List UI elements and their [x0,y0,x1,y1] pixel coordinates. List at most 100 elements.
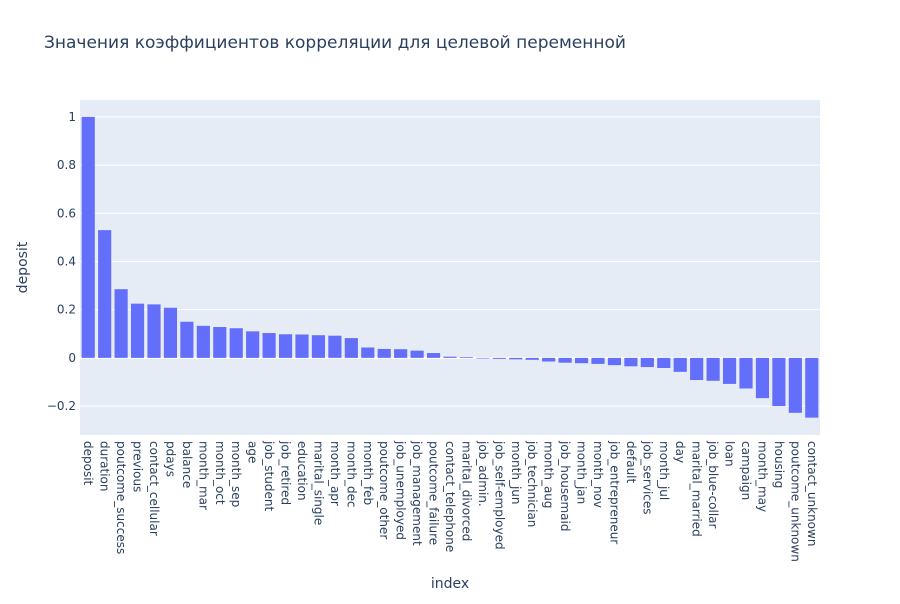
x-tick-label: poutcome_other [377,441,391,539]
x-tick-label: job_entrepreneur [607,440,621,544]
bar-month_sep[interactable] [229,328,243,358]
x-tick-label: deposit [81,441,95,486]
x-tick-label: job_blue-collar [706,440,720,529]
x-tick-label: marital_divorced [459,441,473,541]
bar-job_retired[interactable] [278,334,293,358]
x-tick-label: poutcome_unknown [788,441,802,562]
bar-job_student[interactable] [262,333,276,358]
bar-month_dec[interactable] [344,338,358,358]
bar-poutcome_unknown[interactable] [788,357,802,413]
bar-job_entrepreneur[interactable] [607,357,622,366]
x-tick-label: pdays [163,441,177,477]
bar-job_housemaid[interactable] [558,357,572,363]
x-tick-label: day [673,441,687,463]
bar-deposit[interactable] [81,116,95,358]
bar-loan[interactable] [722,357,737,384]
x-tick-labels: deposit duration poutcome_success previous c… [81,440,819,562]
bar-month_nov[interactable] [591,357,605,364]
bar-contact_cellular[interactable] [147,304,161,358]
bar-marital_single[interactable] [311,335,326,358]
x-tick-label: loan [723,441,737,467]
bar-poutcome_failure[interactable] [426,353,441,358]
bar-contact_telephone[interactable] [443,356,457,358]
bar-month_jan[interactable] [574,357,589,364]
bar-day[interactable] [673,357,687,372]
y-tick-labels: −0.2 0 0.2 0.4 0.6 0.8 1 [47,110,76,413]
y-tick-label: 0 [68,351,76,365]
x-tick-label: poutcome_success [114,441,128,554]
y-tick-label: 1 [68,110,76,124]
x-tick-label: job_retired [279,440,293,505]
x-tick-label: contact_cellular [147,441,161,536]
x-tick-label: month_jan [575,441,589,504]
x-tick-label: month_mar [196,441,210,510]
chart-title: Значения коэффициентов корреляции для це… [44,33,626,53]
bar-education[interactable] [295,334,309,358]
bar-previous[interactable] [130,303,145,358]
bars [81,116,819,418]
x-tick-label: marital_single [311,441,325,525]
x-tick-label: balance [180,441,194,488]
bar-balance[interactable] [180,321,194,358]
bar-pdays[interactable] [163,307,178,358]
bar-job_management[interactable] [410,350,424,358]
x-tick-label: job_housemaid [558,440,572,531]
y-tick-label: 0.4 [57,254,76,268]
x-tick-label: campaign [739,441,753,500]
bar-job_admin.[interactable] [476,357,490,359]
plot-background [80,100,820,435]
x-tick-label: month_nov [591,441,605,508]
x-tick-label: month_oct [213,441,227,505]
bar-marital_divorced[interactable] [459,357,474,358]
x-tick-label: job_self-employed [492,440,506,550]
bar-poutcome_success[interactable] [114,289,128,358]
x-tick-label: contact_telephone [443,441,457,552]
bar-month_feb[interactable] [361,347,375,358]
x-tick-label: poutcome_failure [427,441,441,545]
x-tick-label: contact_unknown [805,441,819,546]
x-tick-label: job_management [410,440,424,546]
bar-duration[interactable] [98,230,112,358]
bar-job_self-employed[interactable] [492,357,506,359]
x-tick-label: age [246,441,260,463]
x-tick-label: job_student [262,440,276,511]
x-tick-label: job_admin. [476,440,490,507]
x-tick-label: month_jul [657,441,671,500]
bar-housing[interactable] [772,357,786,407]
bar-job_technician[interactable] [525,357,539,360]
bar-marital_married[interactable] [690,357,704,381]
bar-month_oct[interactable] [213,327,227,358]
x-tick-label: default [624,441,638,484]
x-tick-label: month_apr [328,441,342,506]
bar-job_blue-collar[interactable] [706,357,720,381]
bar-month_may[interactable] [755,357,770,399]
bar-month_jul[interactable] [657,357,671,368]
y-tick-label: −0.2 [47,399,76,413]
bar-age[interactable] [246,331,260,358]
x-tick-label: duration [98,441,112,492]
x-tick-label: housing [772,441,786,488]
bar-month_aug[interactable] [542,357,556,362]
x-tick-label: month_jun [509,441,523,505]
bar-job_unemployed[interactable] [394,349,408,358]
bar-poutcome_other[interactable] [377,348,391,358]
x-tick-label: marital_married [690,441,704,537]
bar-contact_unknown[interactable] [805,357,819,418]
y-axis-label: deposit [15,241,31,293]
x-tick-label: month_feb [361,441,375,505]
bar-month_jun[interactable] [509,357,523,360]
bar-campaign[interactable] [739,357,753,389]
x-tick-label: month_sep [229,441,243,507]
bar-default[interactable] [624,357,638,367]
x-axis-label: index [431,576,469,592]
x-tick-label: education [295,441,309,501]
bar-month_mar[interactable] [196,325,210,358]
y-tick-label: 0.8 [57,158,76,172]
x-tick-label: month_dec [344,441,358,508]
x-tick-label: previous [131,441,145,492]
x-tick-label: job_unemployed [394,440,408,540]
x-tick-label: job_technician [525,440,539,527]
bar-job_services[interactable] [640,357,654,368]
bar-month_apr[interactable] [328,335,342,358]
